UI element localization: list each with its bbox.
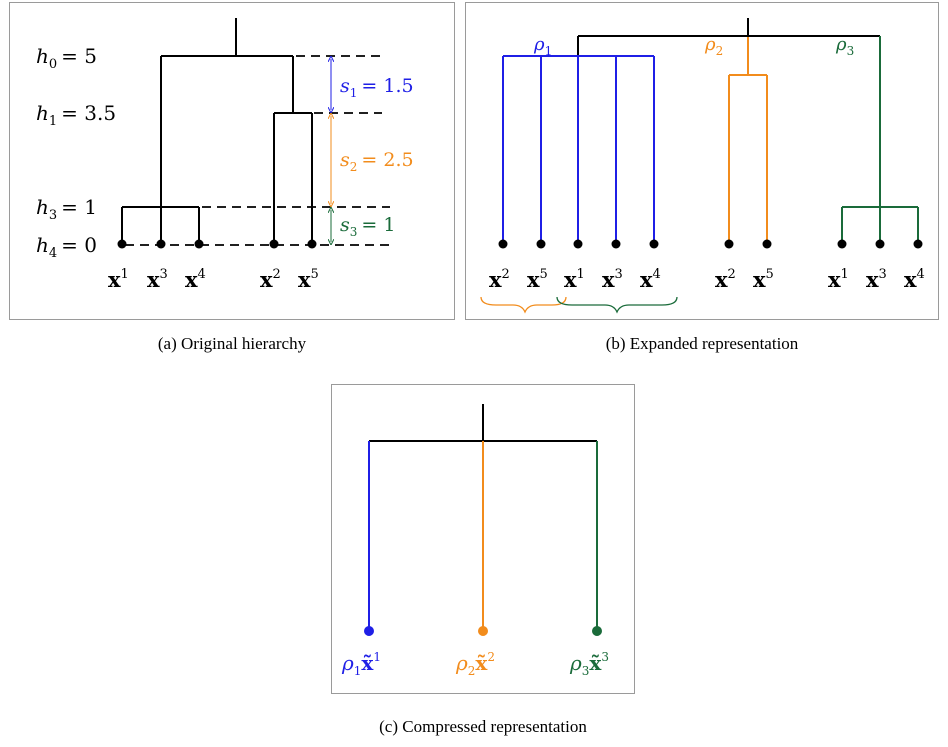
- leaf-label: x2: [260, 267, 281, 292]
- leaf-label: x4: [185, 267, 206, 292]
- gap-label-s2: s2 = 2.5: [340, 149, 414, 174]
- panel-b-branch-labels: ρ1 ρ2 ρ3: [533, 34, 854, 58]
- leaf-dot: [498, 239, 508, 249]
- panel-a-tree: [121, 18, 313, 244]
- panel-a-leaf-dots: [117, 239, 317, 249]
- caption-a: (a) Original hierarchy: [157, 334, 307, 353]
- gap-label-s1: s1 = 1.5: [340, 75, 414, 100]
- leaf-label: x2: [715, 267, 736, 292]
- leaf-dot: [269, 239, 279, 249]
- leaf-label: x4: [640, 267, 661, 292]
- gap-label-s3: s3 = 1: [340, 214, 395, 239]
- panel-a-leaf-labels: x1 x3 x4 x2 x5: [108, 267, 319, 292]
- leaf-label: x5: [753, 267, 774, 292]
- leaf-label: x2: [489, 267, 510, 292]
- leaf-dot: [156, 239, 166, 249]
- leaf-label: x5: [527, 267, 548, 292]
- branch-label-rho2: ρ2: [704, 34, 723, 58]
- leaf-dot: [762, 239, 772, 249]
- caption-c: (c) Compressed representation: [379, 717, 587, 736]
- leaf-dot: [875, 239, 885, 249]
- leaf-label: x3: [602, 267, 623, 292]
- leaf-dot: [913, 239, 923, 249]
- leaf-dot: [611, 239, 621, 249]
- branch-label-rho3: ρ3: [835, 34, 854, 58]
- panel-c-tree: [368, 404, 598, 631]
- leaf-label: x1: [828, 267, 849, 292]
- panel-b-leaf-dots: [498, 239, 923, 249]
- level-label-h1: h1 = 3.5: [36, 101, 116, 129]
- leaf-dot: [307, 239, 317, 249]
- level-label-h4: h4 = 0: [36, 233, 97, 261]
- leaf-dot: [837, 239, 847, 249]
- leaf-label: x1: [564, 267, 585, 292]
- level-label-h3: h3 = 1: [36, 195, 97, 223]
- panel-c-leaf-labels: ρ1x̃1 ρ2x̃2 ρ3x̃3: [341, 650, 609, 678]
- leaf-dot: [117, 239, 127, 249]
- leaf-dot: [724, 239, 734, 249]
- leaf-dot: [536, 239, 546, 249]
- brace-orange: [480, 296, 567, 314]
- leaf-dot: [573, 239, 583, 249]
- leaf-label-rho1: ρ1x̃1: [341, 650, 381, 678]
- panel-a-gap-labels: s1 = 1.5 s2 = 2.5 s3 = 1: [340, 75, 414, 239]
- leaf-label-rho2: ρ2x̃2: [455, 650, 495, 678]
- panel-b-tree: [502, 18, 919, 244]
- branch-label-rho1: ρ1: [533, 34, 552, 58]
- caption-b: (b) Expanded representation: [605, 334, 799, 353]
- brace-green: [556, 296, 678, 314]
- leaf-label: x5: [298, 267, 319, 292]
- leaf-label-rho3: ρ3x̃3: [569, 650, 609, 678]
- leaf-dot: [194, 239, 204, 249]
- level-label-h0: h0 = 5: [36, 44, 97, 72]
- panel-b-leaf-labels: x2 x5 x1 x3 x4 x2 x5 x1 x3 x4: [489, 267, 925, 292]
- leaf-dot: [649, 239, 659, 249]
- panel-a-dashed-levels: [125, 55, 390, 246]
- leaf-label: x3: [866, 267, 887, 292]
- panel-c-leaf-dots: [364, 626, 602, 636]
- panel-a-level-labels: h0 = 5 h1 = 3.5 h3 = 1 h4 = 0: [36, 44, 116, 261]
- leaf-label: x1: [108, 267, 129, 292]
- leaf-label: x3: [147, 267, 168, 292]
- leaf-label: x4: [904, 267, 925, 292]
- leaf-dot: [592, 626, 602, 636]
- leaf-dot: [478, 626, 488, 636]
- leaf-dot: [364, 626, 374, 636]
